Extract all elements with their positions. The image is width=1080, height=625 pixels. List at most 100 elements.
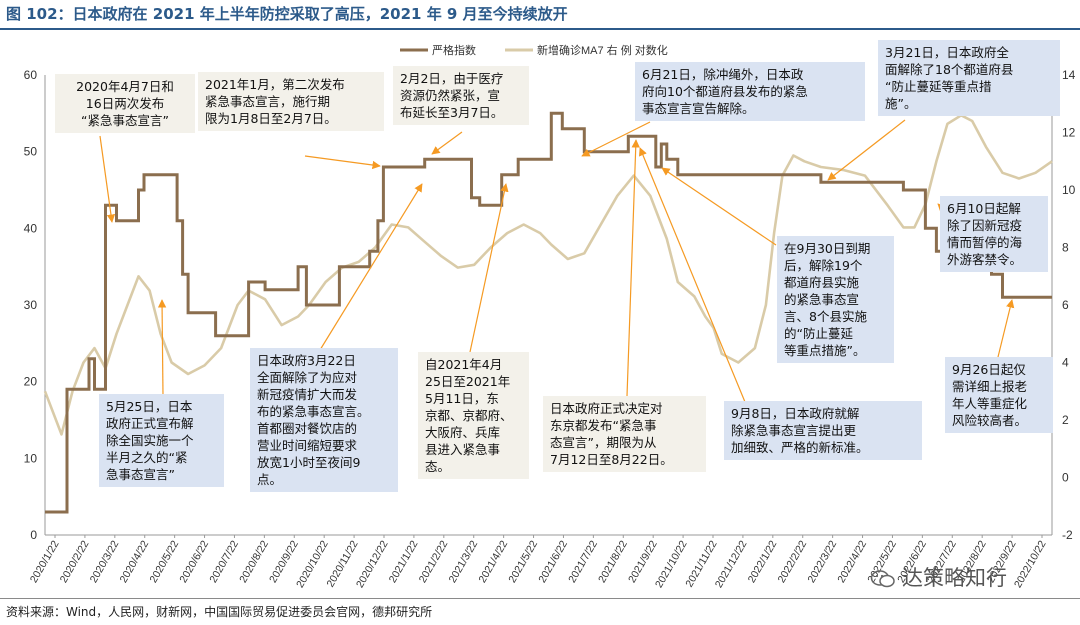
x-tick-label: 2020/5/22 bbox=[147, 538, 181, 585]
y-left-tick-label: 10 bbox=[24, 451, 38, 465]
legend-label-stringency: 严格指数 bbox=[432, 43, 476, 57]
callout-arrows bbox=[99, 119, 1015, 403]
y-right-tick-label: 8 bbox=[1062, 241, 1069, 255]
callout-line: 布延长至3月7日。 bbox=[400, 105, 504, 120]
y-left-tick-label: 60 bbox=[24, 68, 38, 82]
series-layer bbox=[43, 111, 1053, 514]
y-right-tick-label: 12 bbox=[1062, 126, 1076, 140]
y-right-tick-label: 0 bbox=[1062, 471, 1069, 485]
callout-line: 16日两次发布 bbox=[85, 96, 165, 111]
figure-title: 图 102：日本政府在 2021 年上半年防控采取了高压，2021 年 9 月至… bbox=[6, 5, 568, 23]
x-tick-label: 2020/9/22 bbox=[267, 538, 301, 585]
callout-line: 除紧急事态宣言提出更 bbox=[731, 423, 857, 438]
callout-line: 言、8个县实施 bbox=[784, 309, 867, 324]
callout-note-12: 9月8日，日本政府就解 除紧急事态宣言提出更 加细致、严格的新标准。 bbox=[724, 401, 922, 460]
x-tick-label: 2022/1/22 bbox=[746, 538, 780, 585]
callout-arrow bbox=[581, 121, 651, 157]
callout-line: 日本政府正式决定对 bbox=[550, 401, 663, 416]
legend-label-cases: 新增确诊MA7 右 例 对数化 bbox=[537, 43, 668, 57]
callout-line: 限为1月8日至2月7日。 bbox=[205, 111, 337, 126]
callout-note-13: 9月26日起仅 需详细上报老 年人等重症化 风险较高者。 bbox=[945, 357, 1053, 433]
callout-line: 都道府县实施 bbox=[784, 275, 860, 290]
callout-line: 25日至2021年 bbox=[425, 374, 511, 389]
callout-arrow bbox=[997, 299, 1015, 358]
callout-line: 态宣言”，期限为从 bbox=[550, 435, 657, 450]
callout-line: 后，解除19个 bbox=[784, 258, 863, 273]
y-right-tick-label: 6 bbox=[1062, 298, 1069, 312]
callout-note-1: 2020年4月7日和 16日两次发布 “紧急事态宣言” bbox=[55, 74, 195, 133]
callout-line: 首都圈对餐饮店的 bbox=[257, 421, 358, 436]
series-cases-line bbox=[43, 114, 1053, 436]
callout-line: 新冠疫情扩大而发 bbox=[257, 387, 358, 402]
x-tick-label: 2020/3/22 bbox=[88, 538, 122, 585]
callout-line: 京都、京都府、 bbox=[425, 408, 513, 423]
callout-line: 布的紧急事态宣言。 bbox=[257, 404, 370, 419]
callout-line: 态。 bbox=[425, 459, 451, 474]
callout-line: “防止蔓延等重点措 bbox=[885, 79, 992, 94]
callout-line: 2021年1月，第二次发布 bbox=[205, 77, 345, 92]
callout-line: 全面解除了为应对 bbox=[257, 370, 358, 385]
callout-line: 除了因新冠疫 bbox=[947, 218, 1023, 233]
callout-line: 资源仍然紧张，宣 bbox=[400, 88, 501, 103]
callout-line: 营业时间缩短要求 bbox=[257, 438, 358, 453]
source-divider bbox=[0, 598, 1080, 599]
y-right-tick-label: 14 bbox=[1062, 68, 1076, 82]
callout-note-2: 2021年1月，第二次发布 紧急事态宣言，施行期 限为1月8日至2月7日。 bbox=[198, 72, 384, 131]
title-divider bbox=[0, 28, 1080, 30]
y-right-tick-label: 2 bbox=[1062, 413, 1069, 427]
series-stringency-line bbox=[45, 111, 1052, 514]
callout-line: 放宽1小时至夜间9 bbox=[257, 455, 361, 470]
watermark: 达策略知行 bbox=[870, 562, 1007, 592]
x-tick-label: 2021/2/22 bbox=[417, 538, 451, 585]
callout-line: 东京都发布“紧急事 bbox=[550, 418, 657, 433]
callout-note-11: 日本政府正式决定对 东京都发布“紧急事 态宣言”，期限为从 7月12日至8月22日。 bbox=[543, 396, 706, 472]
x-tick-label: 2022/3/22 bbox=[805, 538, 839, 585]
callout-line: 大阪府、兵库 bbox=[425, 425, 501, 440]
callout-line: 需详细上报老 bbox=[952, 379, 1028, 394]
x-tick-label: 2020/7/22 bbox=[207, 538, 241, 585]
callout-arrow bbox=[304, 155, 381, 170]
callout-line: 5月25日，日本 bbox=[106, 399, 193, 414]
y-left-tick-label: 40 bbox=[24, 221, 38, 235]
callout-line: 在9月30日到期 bbox=[784, 241, 871, 256]
callout-note-6: 6月10日起解 除了因新冠疫 情而暂停的海 外游客禁令。 bbox=[940, 196, 1048, 272]
callout-line: 9月26日起仅 bbox=[952, 362, 1026, 377]
callout-arrow bbox=[827, 119, 906, 181]
callout-arrow bbox=[626, 139, 640, 397]
callout-line: 的“防止蔓延 bbox=[784, 326, 853, 341]
y-right-tick-label: 10 bbox=[1062, 183, 1076, 197]
x-tick-label: 2020/6/22 bbox=[177, 538, 211, 585]
callout-line: 事态宣言宣告解除。 bbox=[642, 101, 755, 116]
callout-line: 面解除了18个都道府县 bbox=[885, 62, 1014, 77]
x-tick-label: 2021/5/22 bbox=[506, 538, 540, 585]
callout-arrow bbox=[469, 183, 509, 353]
x-tick-label: 2021/7/22 bbox=[566, 538, 600, 585]
callout-line: 2月2日，由于医疗 bbox=[400, 71, 504, 86]
callout-note-9: 日本政府3月22日 全面解除了为应对 新冠疫情扩大而发 布的紧急事态宣言。 首都圈对餐饮… bbox=[250, 348, 398, 492]
callout-line: 政府正式宣布解 bbox=[106, 416, 194, 431]
y-left-tick-label: 30 bbox=[24, 298, 38, 312]
callout-arrow bbox=[319, 183, 423, 351]
callout-line: 府向10个都道府县发布的紧急 bbox=[642, 84, 808, 99]
callout-arrow bbox=[157, 299, 167, 397]
callout-line: 6月21日，除冲绳外，日本政 bbox=[642, 67, 804, 82]
x-tick-label: 2020/1/22 bbox=[28, 538, 62, 585]
callout-line: 加细致、严格的新标准。 bbox=[731, 440, 869, 455]
callout-line: 急事态宣言” bbox=[106, 467, 175, 482]
callout-line: 情而暂停的海 bbox=[947, 235, 1023, 250]
callout-line: 风险较高者。 bbox=[952, 413, 1028, 428]
y-right-tick-label: 4 bbox=[1062, 356, 1069, 370]
callout-line: 外游客禁令。 bbox=[947, 252, 1023, 267]
x-tick-label: 2020/4/22 bbox=[118, 538, 152, 585]
callout-note-8: 5月25日，日本 政府正式宣布解 除全国实施一个 半月之久的“紧 急事态宣言” bbox=[99, 394, 224, 487]
x-tick-label: 2021/8/22 bbox=[596, 538, 630, 585]
legend: 严格指数 新增确诊MA7 右 例 对数化 bbox=[400, 43, 668, 57]
x-tick-label: 2021/3/22 bbox=[447, 538, 481, 585]
y-left-tick-label: 50 bbox=[24, 145, 38, 159]
callout-line: 2020年4月7日和 bbox=[76, 79, 174, 94]
y-right-tick-label: -2 bbox=[1062, 528, 1073, 542]
callout-line: 施”。 bbox=[885, 96, 917, 111]
callout-line: 等重点措施”。 bbox=[784, 343, 866, 358]
x-tick-label: 2021/6/22 bbox=[536, 538, 570, 585]
callout-line: 半月之久的“紧 bbox=[106, 450, 188, 465]
